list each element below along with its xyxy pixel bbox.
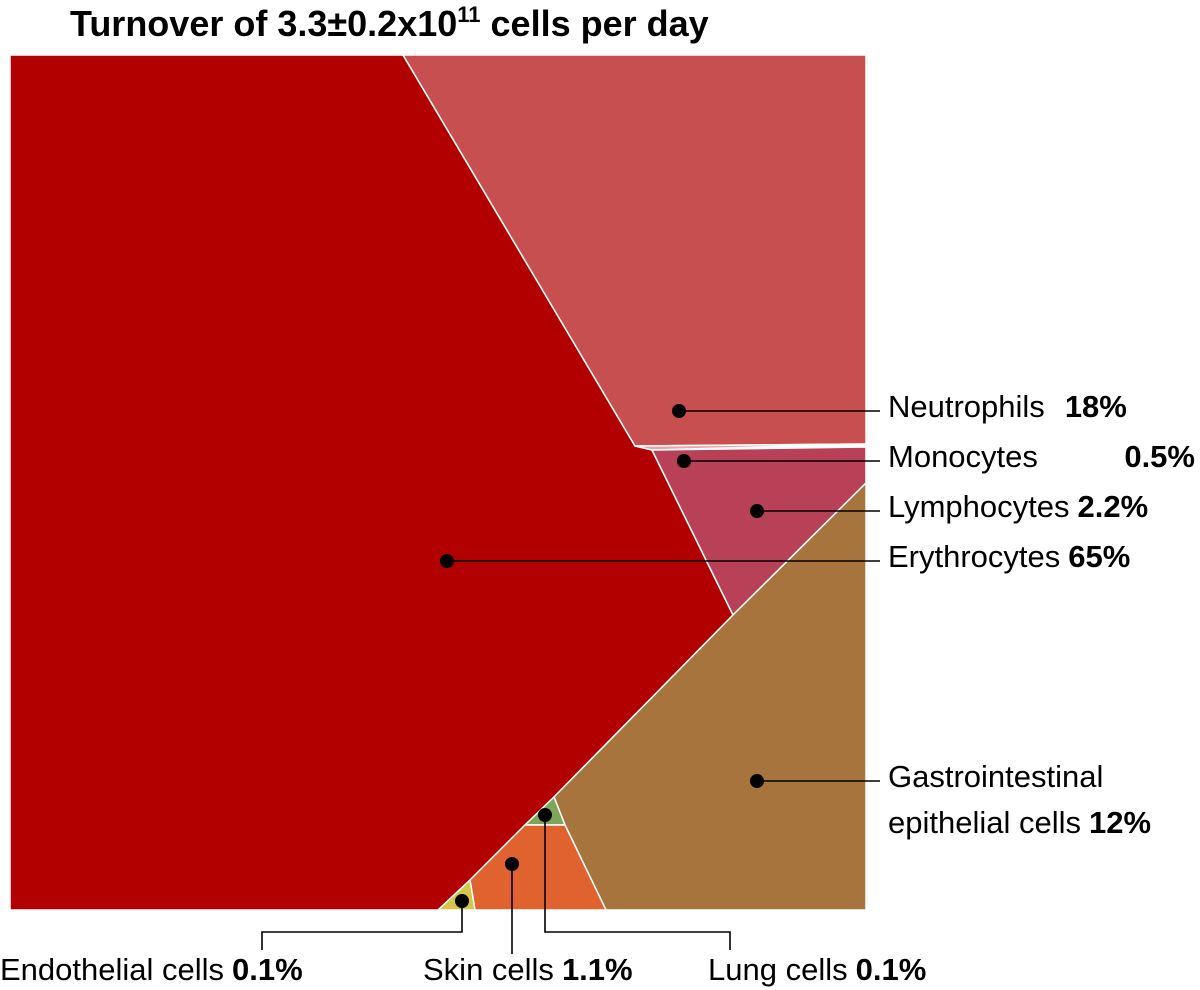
label-value-neutrophils: 18% — [1065, 389, 1127, 424]
title-prefix: Turnover of 3.3 — [70, 3, 327, 44]
leader-line-lung-cells — [544, 815, 731, 950]
title-pm: ± — [327, 3, 347, 44]
label-neutrophils: Neutrophils 18% — [888, 389, 1127, 424]
label-value-erythrocytes: 65% — [1068, 539, 1130, 574]
label-value-monocytes: 0.5% — [1124, 439, 1195, 474]
label-name-lung-cells: Lung cells — [708, 952, 848, 987]
label-value-lymphocytes: 2.2% — [1078, 489, 1149, 524]
marker-dot-monocytes — [677, 454, 691, 468]
title-exponent: 11 — [457, 2, 480, 27]
label-name-skin-cells: Skin cells — [423, 952, 554, 987]
chart-leader-lines — [261, 404, 880, 954]
marker-dot-erythrocytes — [440, 554, 454, 568]
marker-dot-lymphocytes — [750, 504, 764, 518]
label-name-erythrocytes: Erythrocytes — [888, 539, 1060, 574]
label-erythrocytes: Erythrocytes 65% — [888, 539, 1130, 574]
label-value-skin-cells: 1.1% — [562, 952, 633, 987]
marker-dot-endothelial-cells — [455, 894, 469, 908]
label-name-gastrointestinal-epithelial-cells-1: epithelial cells — [888, 805, 1081, 840]
label-value-lung-cells: 0.1% — [856, 952, 927, 987]
label-name-endothelial-cells: Endothelial cells — [0, 952, 224, 987]
label-monocytes: Monocytes — [888, 439, 1038, 474]
label-line-gastrointestinal-epithelial-cells-0: Gastrointestinal — [888, 759, 1103, 794]
chart-title: Turnover of 3.3±0.2x1011 cells per day — [70, 2, 709, 44]
title-mid: 0.2x10 — [347, 3, 457, 44]
marker-dot-lung-cells — [538, 808, 552, 822]
label-value-text-monocytes: 0.5% — [1124, 439, 1195, 474]
label-lymphocytes: Lymphocytes 2.2% — [888, 489, 1148, 524]
marker-dot-skin-cells — [505, 857, 519, 871]
label-endothelial-cells: Endothelial cells 0.1% — [0, 952, 303, 987]
label-name-neutrophils: Neutrophils — [888, 389, 1045, 424]
region-skin-cells — [469, 824, 607, 911]
marker-dot-neutrophils — [672, 404, 686, 418]
label-name-monocytes: Monocytes — [888, 439, 1038, 474]
label-name-lymphocytes: Lymphocytes — [888, 489, 1070, 524]
chart-labels: Erythrocytes 65% Neutrophils 18% Monocytes 0.… — [0, 389, 1195, 987]
label-value-endothelial-cells: 0.1% — [232, 952, 303, 987]
chart-regions — [9, 54, 867, 911]
label-lung-cells: Lung cells 0.1% — [708, 952, 926, 987]
label-line-gastrointestinal-epithelial-cells-1: epithelial cells 12% — [888, 805, 1151, 840]
label-value-gastrointestinal-epithelial-cells: 12% — [1089, 805, 1151, 840]
label-skin-cells: Skin cells 1.1% — [423, 952, 633, 987]
title-suffix: cells per day — [481, 3, 709, 44]
marker-dot-gastrointestinal-epithelial-cells — [750, 774, 764, 788]
leader-line-endothelial-cells — [261, 901, 463, 950]
region-monocytes — [634, 443, 867, 451]
label-name-gastrointestinal-epithelial-cells-0: Gastrointestinal — [888, 759, 1103, 794]
